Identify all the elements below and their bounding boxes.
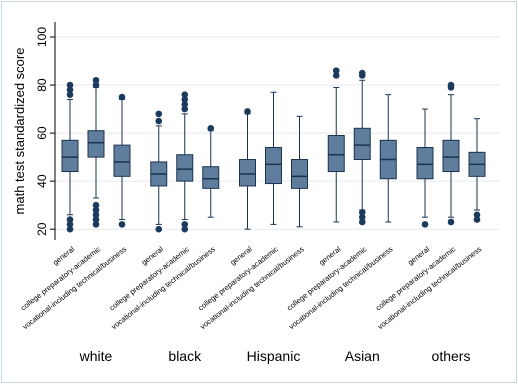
outlier	[332, 72, 340, 79]
outlier	[66, 81, 74, 89]
box	[239, 159, 256, 187]
box	[113, 144, 131, 177]
outlier	[473, 216, 481, 223]
box	[291, 159, 308, 189]
y-tick-label: 20	[35, 222, 49, 236]
outlier	[447, 218, 455, 226]
y-tick-label: 100	[35, 27, 49, 47]
outlier	[66, 216, 74, 223]
box	[442, 139, 460, 173]
outlier	[181, 225, 189, 233]
box	[416, 147, 434, 180]
outlier	[358, 69, 366, 77]
y-tick-label: 40	[35, 174, 49, 188]
outlier	[118, 93, 126, 101]
group-label: Asian	[345, 348, 380, 364]
outlier	[92, 211, 100, 219]
outlier	[66, 221, 74, 228]
outlier	[181, 91, 189, 98]
outlier	[92, 206, 100, 214]
outlier	[358, 213, 366, 221]
outlier	[181, 221, 189, 228]
outlier	[181, 96, 189, 103]
box	[176, 154, 194, 182]
outlier	[358, 218, 366, 226]
group-label: others	[432, 348, 471, 364]
outlier	[155, 225, 163, 233]
outlier	[181, 105, 189, 113]
y-axis-title: math test standardized score	[12, 48, 27, 215]
outlier	[332, 67, 340, 74]
group-label: white	[79, 348, 113, 364]
group-label: black	[168, 348, 202, 364]
outlier	[66, 225, 74, 233]
y-tick-label: 80	[35, 78, 49, 92]
outlier	[421, 221, 429, 228]
box	[202, 166, 220, 189]
outlier	[92, 76, 100, 84]
outlier	[447, 81, 455, 89]
outlier	[92, 221, 100, 228]
box	[353, 127, 371, 161]
outlier	[207, 124, 215, 132]
outlier	[92, 216, 100, 223]
outlier	[118, 221, 126, 228]
outlier	[155, 117, 163, 125]
outlier	[473, 211, 481, 219]
box	[61, 139, 79, 173]
outlier	[358, 209, 366, 216]
group-label: Hispanic	[247, 348, 301, 364]
outlier	[92, 201, 100, 209]
box	[327, 135, 345, 173]
outlier	[155, 110, 163, 118]
outlier	[181, 100, 189, 108]
box	[87, 130, 105, 158]
outlier	[66, 86, 74, 94]
box	[265, 147, 282, 185]
y-tick-label: 60	[35, 126, 49, 140]
outlier	[66, 91, 74, 98]
outlier	[244, 108, 251, 115]
outlier	[92, 81, 100, 89]
